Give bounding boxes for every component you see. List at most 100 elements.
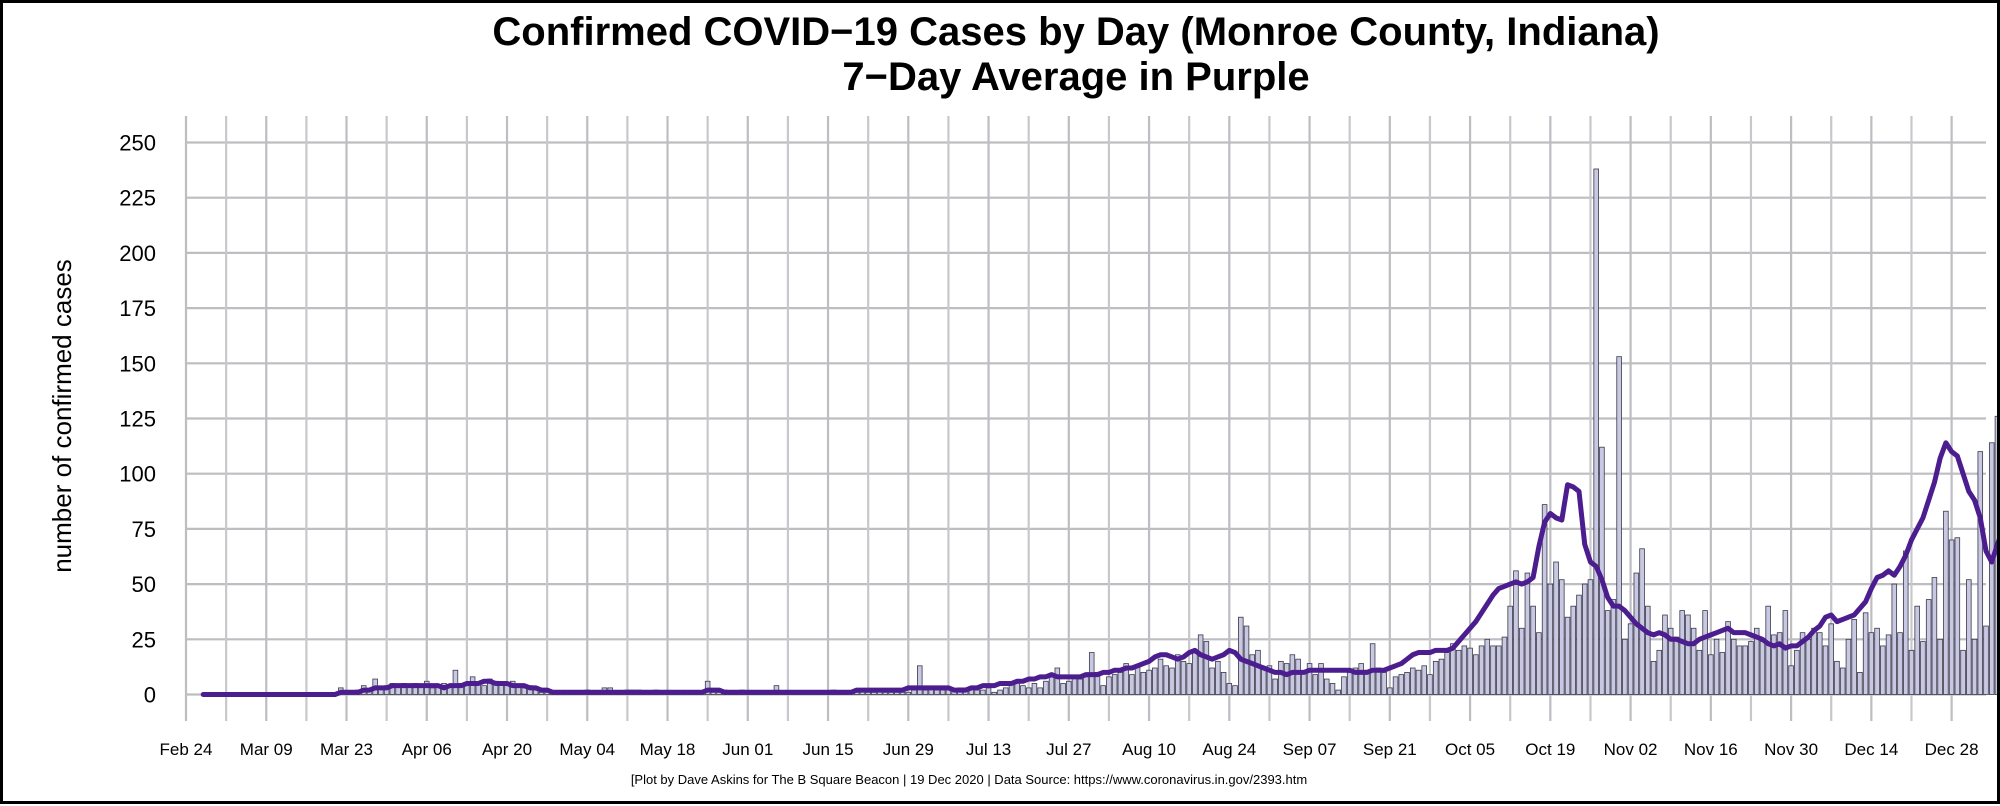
daily-case-bar <box>1564 616 1571 695</box>
daily-case-bar <box>1192 649 1198 695</box>
daily-case-bar <box>1421 665 1427 695</box>
x-tick-label: May 18 <box>640 740 696 759</box>
daily-case-bar <box>1782 610 1789 695</box>
daily-case-bar <box>1381 672 1387 695</box>
daily-case-bar <box>1742 645 1748 695</box>
daily-case-bar <box>1536 632 1542 695</box>
daily-case-bar <box>1461 645 1468 695</box>
daily-case-bar <box>1358 663 1364 695</box>
y-tick-label: 200 <box>119 241 156 266</box>
daily-case-bar <box>888 691 894 695</box>
covid-cases-chart: Confirmed COVID−19 Cases by Day (Monroe … <box>47 10 2000 787</box>
x-tick-label: Apr 20 <box>482 740 532 759</box>
daily-case-bar <box>1920 641 1926 695</box>
x-tick-label: Dec 14 <box>1844 740 1898 759</box>
daily-case-bar <box>1054 667 1061 695</box>
daily-case-bar <box>464 685 470 695</box>
daily-case-bar <box>1822 645 1829 695</box>
daily-case-bar <box>1312 674 1319 695</box>
daily-case-bar <box>1249 654 1255 695</box>
daily-case-bar <box>1473 654 1479 695</box>
daily-case-bar <box>1341 676 1347 695</box>
y-tick-label: 225 <box>119 186 156 211</box>
daily-case-bar <box>1083 676 1089 695</box>
y-tick-label: 175 <box>119 296 156 321</box>
daily-case-bar <box>1077 678 1084 695</box>
daily-case-bar <box>1897 632 1903 695</box>
daily-case-bar <box>1581 583 1588 695</box>
x-tick-label: Dec 28 <box>1925 740 1979 759</box>
y-tick-label: 150 <box>119 351 156 376</box>
daily-case-bar <box>1444 652 1450 695</box>
daily-case-bar <box>899 691 906 695</box>
x-tick-label: Jun 29 <box>883 740 934 759</box>
y-tick-label: 125 <box>119 407 156 432</box>
daily-case-bar <box>1306 663 1313 695</box>
daily-case-bar <box>1106 676 1112 695</box>
daily-case-bar <box>1174 654 1181 695</box>
daily-case-bar <box>1404 672 1410 695</box>
daily-case-bar <box>1232 685 1238 695</box>
daily-case-bar <box>1828 623 1834 695</box>
x-tick-label: Mar 09 <box>240 740 293 759</box>
daily-case-bar <box>1988 442 1995 695</box>
daily-case-bar <box>1679 610 1685 695</box>
daily-case-bar <box>1100 685 1106 695</box>
daily-case-bar <box>1490 645 1496 695</box>
x-tick-label: Mar 23 <box>320 740 373 759</box>
x-tick-label: Nov 30 <box>1764 740 1818 759</box>
daily-case-bar <box>1702 610 1708 695</box>
daily-case-bar <box>1066 680 1072 695</box>
x-tick-label: Sep 21 <box>1363 740 1417 759</box>
daily-case-bar <box>1495 645 1502 695</box>
daily-case-bar <box>985 687 992 695</box>
daily-case-bar <box>1559 579 1565 695</box>
daily-case-bar <box>1667 627 1674 695</box>
daily-case-bar <box>917 665 923 695</box>
daily-case-bar <box>1570 605 1577 695</box>
daily-case-bar <box>894 691 900 695</box>
daily-case-bar <box>1931 577 1938 695</box>
daily-case-bar <box>504 685 510 695</box>
daily-case-bar <box>1318 663 1324 695</box>
x-tick-label: Apr 06 <box>402 740 452 759</box>
daily-case-bar <box>429 687 436 695</box>
daily-case-bar <box>1410 667 1416 695</box>
x-tick-label: Sep 07 <box>1283 740 1337 759</box>
daily-case-bar <box>1048 676 1055 695</box>
daily-case-bar <box>1977 451 1984 695</box>
daily-case-bar <box>1765 605 1771 695</box>
daily-case-bar <box>1432 660 1439 695</box>
daily-case-bar <box>1152 667 1158 695</box>
daily-case-bar <box>1123 663 1129 695</box>
daily-case-bar <box>1971 638 1978 695</box>
daily-case-bar <box>1209 667 1215 695</box>
y-tick-label: 100 <box>119 462 156 487</box>
daily-case-bar <box>997 689 1003 695</box>
daily-case-bar <box>1771 634 1777 695</box>
daily-case-bar <box>1891 583 1898 695</box>
daily-case-bar <box>1031 683 1038 695</box>
daily-case-bar <box>1880 645 1886 695</box>
daily-case-bar <box>1060 683 1066 695</box>
daily-case-bar <box>1696 649 1703 695</box>
x-tick-label: Feb 24 <box>160 740 213 759</box>
daily-case-bar <box>1650 660 1657 695</box>
daily-case-bar <box>1857 672 1863 695</box>
daily-case-bar <box>980 689 986 695</box>
daily-case-bar <box>1186 663 1192 695</box>
daily-case-bar <box>1954 537 1961 695</box>
daily-case-bar <box>1748 641 1754 695</box>
daily-case-bar <box>1467 647 1473 695</box>
x-axis-ticks: Feb 24 Mar 09 Mar 23 Apr 06 Apr 20 May 04 May … <box>160 740 1979 759</box>
daily-case-bar <box>1266 665 1273 695</box>
daily-case-bar <box>1925 599 1932 695</box>
daily-case-bar <box>1524 572 1531 695</box>
daily-case-bar <box>1180 660 1187 695</box>
grid-lines <box>184 116 1986 721</box>
daily-case-bar <box>1025 687 1032 695</box>
daily-case-bar <box>1335 689 1341 695</box>
daily-case-bar <box>865 691 871 695</box>
daily-case-bar <box>1329 683 1336 695</box>
daily-case-bar <box>1943 510 1949 695</box>
